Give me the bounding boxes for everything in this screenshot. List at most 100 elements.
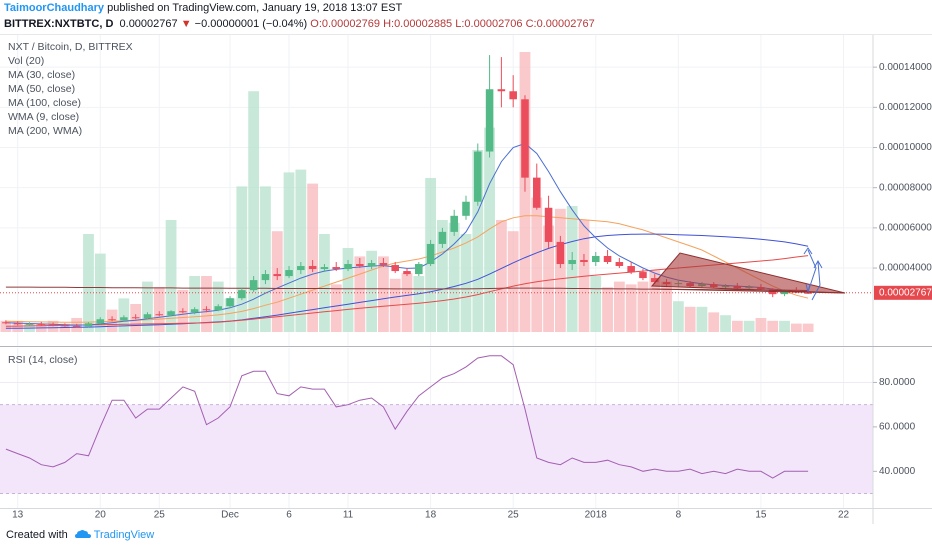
volume-bar	[448, 222, 460, 332]
legend-title: NXT / Bitcoin, D, BITTREX	[8, 41, 133, 53]
volume-bar	[755, 318, 767, 332]
volume-bar	[531, 197, 543, 332]
y-tick-label: 0.00010000	[879, 142, 932, 153]
candle-body	[403, 271, 411, 275]
chart: 13 20 25 Dec 6 11 18 25 2018 8 15 22 0.00004000 0.000…	[0, 34, 932, 524]
close: C:0.00002767	[525, 18, 595, 30]
volume-bar	[743, 320, 755, 332]
brand[interactable]: TradingView	[93, 529, 155, 541]
candle-body	[72, 325, 81, 327]
volume-bar	[602, 287, 613, 332]
candle-body	[226, 298, 234, 307]
volume-bar	[307, 183, 319, 332]
volume-bar	[319, 234, 330, 332]
arrow-head	[813, 259, 823, 269]
candle-body	[426, 243, 435, 265]
author[interactable]: TaimoorChaudhary	[4, 2, 105, 14]
volume-bar	[731, 320, 743, 332]
volume-bar	[720, 315, 731, 332]
x-tick-label: 22	[838, 510, 850, 521]
candle-body	[533, 177, 541, 208]
rsi-band	[0, 404, 873, 494]
candle-body	[285, 270, 293, 277]
volume-bar	[342, 248, 354, 332]
x-tick-label: 18	[425, 510, 437, 521]
candle-body	[37, 323, 46, 325]
volume-bar	[201, 276, 212, 332]
volume-bar	[354, 256, 366, 332]
high: H:0.00002885	[383, 18, 453, 30]
volume-bar	[507, 231, 519, 332]
rsi-title: RSI (14, close)	[8, 354, 77, 366]
volume-bar	[767, 320, 779, 332]
candle-body	[474, 151, 482, 202]
candle-body	[214, 306, 223, 311]
candle-body	[450, 215, 458, 232]
candle-body	[603, 255, 612, 263]
y-tick-label: 0.00008000	[879, 182, 932, 193]
volume-bar	[165, 220, 177, 332]
volume-bar	[47, 320, 59, 332]
candle-body	[485, 89, 494, 152]
y-tick-label: 80.0000	[879, 377, 916, 388]
volume-bar	[413, 276, 425, 332]
candle-body	[120, 317, 128, 321]
volume-bar	[519, 52, 531, 332]
drawings	[650, 247, 846, 301]
candle-body	[521, 99, 529, 178]
volume-bar	[790, 323, 802, 332]
candle-body	[155, 314, 164, 316]
candle-body	[356, 264, 364, 267]
candle-body	[249, 280, 258, 291]
legend-item: MA (100, close)	[8, 97, 81, 109]
volume-bar	[366, 250, 378, 332]
volume-bar	[401, 273, 413, 332]
volume-bar	[554, 208, 566, 332]
triangle-drawing	[650, 252, 846, 294]
legend-item: MA (50, close)	[8, 83, 75, 95]
candle-body	[438, 231, 447, 244]
rsi-line	[5, 355, 809, 479]
x-tick-label: 20	[95, 510, 107, 521]
footer: Created with TradingView	[6, 529, 154, 541]
candle-body	[202, 309, 211, 311]
candle-body	[344, 264, 352, 270]
volume-bar	[330, 284, 342, 332]
candle-body	[580, 260, 588, 263]
volume-bar	[649, 270, 661, 332]
candle-body	[391, 265, 399, 272]
volume-bar	[378, 256, 389, 332]
x-tick-label: 25	[508, 510, 520, 521]
volume-bar	[625, 284, 637, 332]
candle-body	[13, 323, 22, 325]
x-tick-label: 13	[12, 510, 24, 521]
candle-body	[615, 262, 624, 267]
volume-bar	[283, 172, 295, 332]
volume-bar	[637, 281, 649, 332]
candle-body	[568, 260, 576, 265]
candle-body	[297, 266, 305, 271]
candle-body	[108, 319, 116, 321]
axes: 13 20 25 Dec 6 11 18 25 2018 8 15 22 0.00004000 0.000…	[0, 34, 932, 524]
volume-bar	[248, 91, 260, 332]
candle-body	[273, 274, 282, 277]
last: 0.00002767	[119, 18, 178, 30]
logo	[74, 530, 91, 538]
x-tick-label: 2018	[585, 510, 608, 521]
trend-line	[651, 288, 846, 294]
arrow-path	[811, 261, 821, 301]
candle-body	[167, 311, 175, 316]
candle-body	[131, 317, 140, 319]
x-tick-label: 11	[343, 510, 354, 521]
volume-bar	[613, 281, 625, 332]
x-tick-label: 15	[755, 510, 767, 521]
publish-line: TaimoorChaudhary published on TradingVie…	[4, 2, 402, 14]
candle-body	[591, 255, 600, 263]
volume-bar	[495, 220, 507, 332]
volume-bar	[661, 281, 672, 332]
candle-body	[332, 267, 340, 270]
candle-body	[415, 264, 423, 275]
candle-body	[61, 325, 69, 327]
volume-bar	[590, 276, 602, 332]
candle-body	[179, 311, 187, 313]
